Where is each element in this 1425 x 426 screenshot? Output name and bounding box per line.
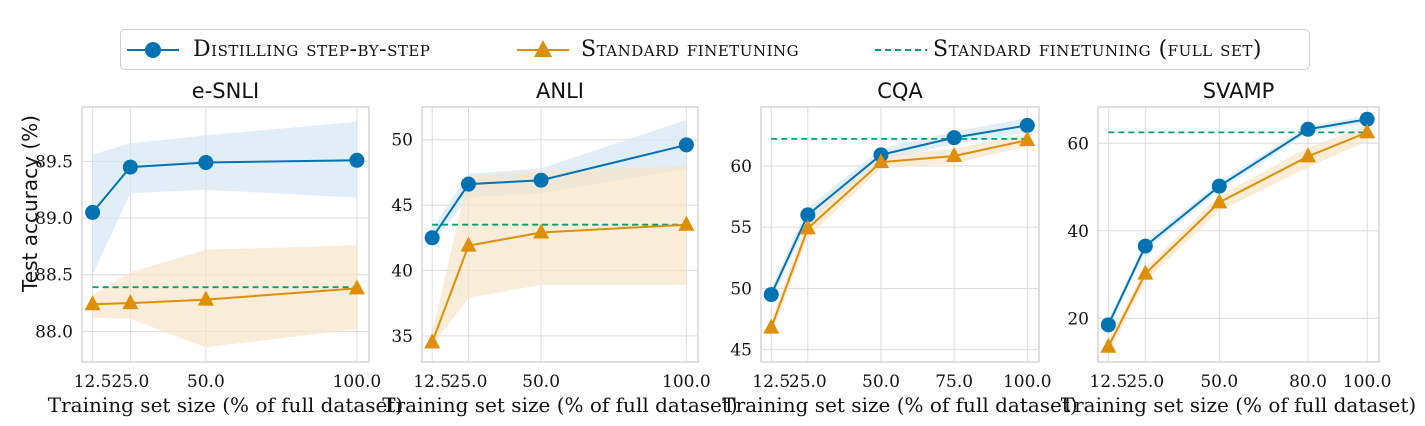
chart-4-standard-point (1300, 147, 1317, 163)
chart-3-standard-point (872, 153, 889, 169)
legend-distill-label: Distilling step-by-step (193, 37, 431, 62)
chart-3-y-tick-label: 50 (730, 279, 752, 299)
chart-3-y-tick-label: 55 (730, 218, 752, 238)
chart-3-distill-point (763, 287, 779, 303)
chart-4-y-tick-label: 60 (1067, 134, 1089, 154)
chart-3-standard-point (799, 219, 816, 235)
chart-4-standard-band (1108, 125, 1368, 354)
chart-3-distill-point (1019, 117, 1035, 133)
chart-1-distill-point (85, 204, 101, 220)
chart-2-x-tick-label: 50.0 (522, 372, 560, 392)
chart-4-y-tick-label: 40 (1067, 222, 1089, 242)
chart-3-x-tick-label: 50.0 (862, 372, 900, 392)
chart-2-distill-point (678, 137, 694, 153)
chart-1-y-tick-label: 89.0 (35, 209, 73, 229)
chart-3-standard-point (763, 318, 780, 334)
chart-2-x-tick-label: 100.0 (662, 372, 711, 392)
chart-2-standard-line (431, 223, 687, 343)
chart-4-x-tick-label: 50.0 (1200, 372, 1238, 392)
chart-2-y-tick-label: 45 (391, 196, 413, 216)
chart-1-title: e-SNLI (192, 79, 259, 103)
chart-1-distill-point (122, 159, 138, 175)
chart-4-x-tick-label: 12.5 (1089, 372, 1127, 392)
chart-3-x-tick-label: 100.0 (1003, 372, 1052, 392)
chart-1-standard-point (197, 290, 214, 306)
chart-4-y-tick-label: 20 (1067, 309, 1089, 329)
chart-2-title: ANLI (536, 79, 584, 103)
chart-4-standard-point (1211, 193, 1228, 209)
chart-1-standard-point (348, 279, 365, 295)
chart-1-distill-band (92, 121, 357, 275)
legend: Distilling step-by-step Standard finetun… (120, 29, 1310, 70)
chart-4-distill-point (1211, 178, 1227, 194)
chart-3-standard-point (1019, 131, 1036, 147)
legend-standard-label: Standard finetuning (581, 37, 800, 62)
chart-4-x-tick-label: 100.0 (1343, 372, 1392, 392)
chart-1-standard-band (92, 245, 357, 348)
chart-4-distill-point (1137, 238, 1153, 254)
chart-2-distill-line (431, 143, 687, 239)
chart-4-x-axis-label: Training set size (% of full dataset) (1061, 393, 1416, 417)
chart-2-x-tick-label: 25.0 (450, 372, 488, 392)
legend-fullset-label: Standard finetuning (full set) (933, 37, 1262, 62)
chart-3-standard-point (946, 147, 963, 163)
legend-standard-marker (534, 40, 552, 57)
chart-2-standard-point (460, 236, 477, 252)
chart-4-distill-point (1300, 121, 1316, 137)
chart-2-y-tick-label: 40 (391, 261, 413, 281)
chart-4-distill-point (1100, 317, 1116, 333)
chart-1-x-tick-label: 12.5 (74, 372, 112, 392)
chart-4-x-tick-label: 25.0 (1126, 372, 1164, 392)
chart-1-distill-line (91, 159, 357, 214)
chart-1-y-tick-label: 89.5 (35, 152, 73, 172)
chart-1-standard-point (84, 295, 101, 311)
chart-1-y-tick-label: 88.0 (35, 322, 73, 342)
chart-4-standard-point (1137, 264, 1154, 280)
chart-3-y-tick-label: 45 (730, 341, 752, 361)
chart-2-standard-point (678, 215, 695, 231)
chart-3-y-tick-label: 60 (730, 157, 752, 177)
chart-1-x-tick-label: 25.0 (111, 372, 149, 392)
chart-2-standard-point (533, 223, 550, 239)
chart-2-standard-point (424, 333, 441, 349)
chart-2-distill-point (424, 230, 440, 246)
chart-1-standard-point (122, 294, 139, 310)
chart-2-y-tick-label: 50 (391, 131, 413, 151)
chart-3-x-axis-label: Training set size (% of full dataset) (722, 393, 1077, 417)
chart-2-distill-point (533, 172, 549, 188)
chart-3-x-tick-label: 12.5 (752, 372, 790, 392)
chart-2-x-tick-label: 12.5 (413, 372, 451, 392)
chart-4-title: SVAMP (1203, 79, 1275, 103)
chart-3-title: CQA (877, 79, 923, 103)
chart-3-distill-point (800, 207, 816, 223)
chart-2-standard-band (432, 165, 687, 347)
chart-4-x-tick-label: 80.0 (1289, 372, 1327, 392)
chart-1-x-axis-label: Training set size (% of full dataset) (48, 393, 403, 417)
chart-1-y-tick-label: 88.5 (35, 266, 73, 286)
chart-3-x-tick-label: 75.0 (935, 372, 973, 392)
chart-3-distill-point (946, 130, 962, 146)
chart-1-x-tick-label: 50.0 (187, 372, 225, 392)
chart-2-distill-point (460, 176, 476, 192)
chart-3-x-tick-label: 25.0 (789, 372, 827, 392)
chart-4-standard-point (1359, 123, 1376, 139)
chart-1-standard-line (92, 287, 357, 306)
chart-4-standard-point (1100, 337, 1117, 353)
legend-markers (127, 40, 927, 58)
chart-2-y-tick-label: 35 (391, 327, 413, 347)
chart-2-x-axis-label: Training set size (% of full dataset) (382, 393, 737, 417)
chart-1-distill-point (198, 155, 214, 171)
chart-1-distill-point (349, 152, 365, 168)
legend-distill-marker (145, 42, 161, 58)
chart-1-x-tick-label: 100.0 (333, 372, 382, 392)
chart-4-distill-point (1359, 111, 1375, 127)
